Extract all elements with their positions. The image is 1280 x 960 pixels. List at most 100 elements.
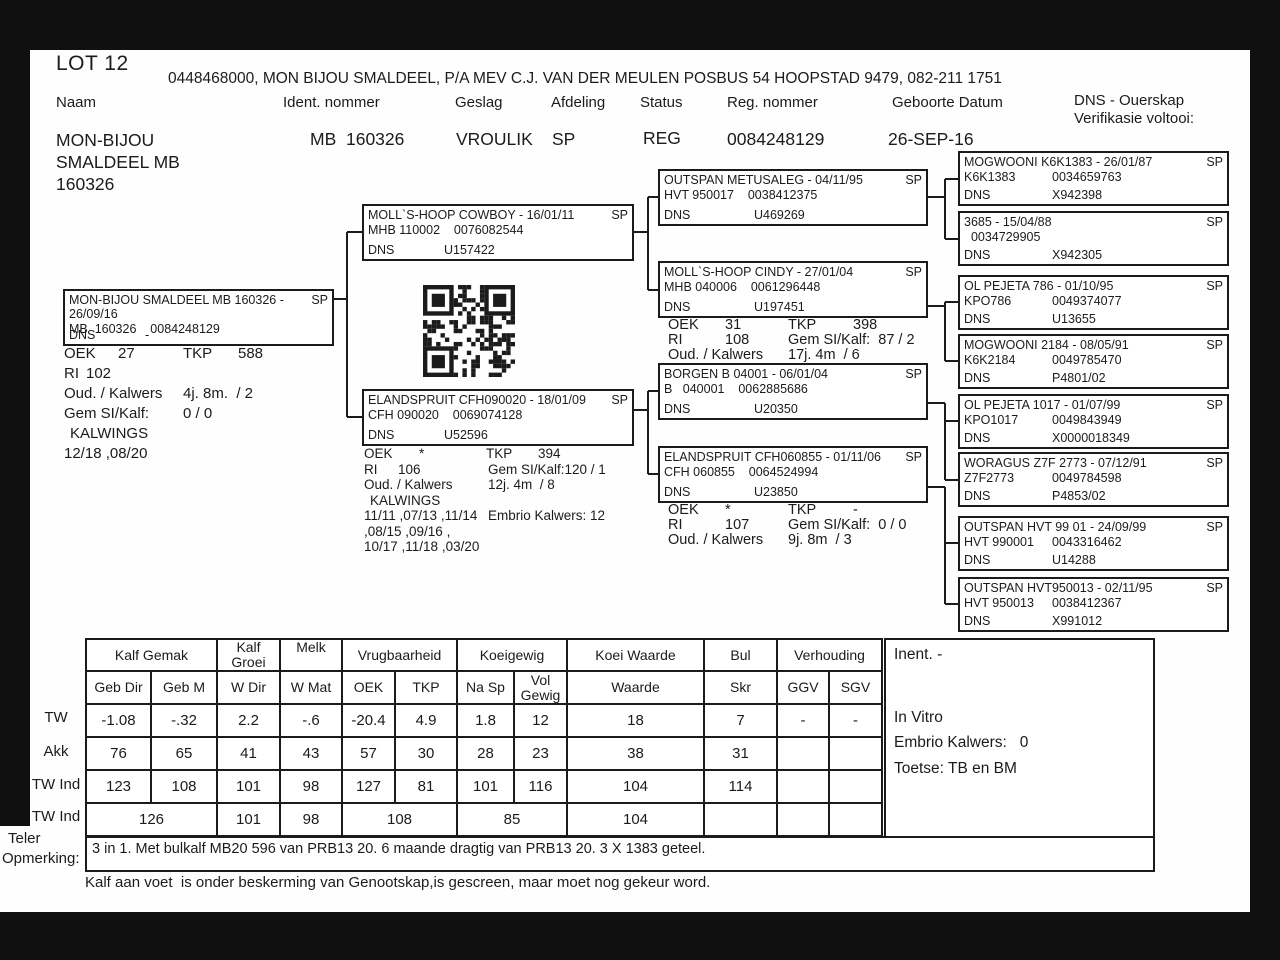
row-label-tw: TW (44, 709, 68, 726)
value-cell: 4.9 (394, 703, 458, 738)
value-cell: 126 (85, 802, 218, 837)
group-header: Kalf Gemak (85, 638, 218, 672)
stat-value: Gem SI/Kalf:120 / 1 (488, 461, 606, 477)
stat-label: RI (668, 517, 683, 533)
dns-label: DNS (664, 208, 691, 222)
col-header: SGV (828, 670, 883, 705)
box-sp-tag: SP (611, 393, 628, 407)
box-title: OL PEJETA 786 - 01/10/95 (964, 279, 1114, 293)
dns-label: DNS (664, 485, 691, 499)
dns-label: DNS (964, 371, 991, 385)
value-cell: 41 (216, 736, 281, 771)
stat-label: RI (668, 332, 683, 348)
value-cell: 31 (703, 736, 778, 771)
value-cell: 76 (85, 736, 152, 771)
box-id: KPO786 (964, 294, 1012, 308)
stat-value: 12j. 4m / 8 (488, 477, 555, 492)
value-cell: 65 (150, 736, 218, 771)
lot-number: LOT 12 (56, 52, 129, 75)
stat-value: 394 (538, 446, 561, 461)
col-header: OEK (341, 670, 396, 705)
dns-value: X942398 (1052, 188, 1103, 202)
row-label-tw-ind-2: TW Ind (31, 808, 81, 825)
box-sp-tag: SP (1206, 279, 1223, 293)
stat-value: 4j. 8m. / 2 (183, 385, 254, 402)
dns-value: U197451 (754, 300, 805, 314)
value-cell: -20.4 (341, 703, 396, 738)
stat-value: 10/17 ,11/18 ,03/20 (364, 539, 480, 554)
box-sp-tag: SP (1206, 581, 1223, 595)
header-label-status: Status (640, 94, 683, 111)
box-id: Z7F2773 (964, 471, 1015, 485)
value-cell (776, 802, 830, 837)
group-header: Vrugbaarheid (341, 638, 458, 672)
owner-contact-line: 0448468000, MON BIJOU SMALDEEL, P/A MEV … (168, 70, 1002, 87)
stat-value: 0 / 0 (183, 405, 213, 422)
value-cell: 123 (85, 769, 152, 804)
box-id-line: B 040001 0062885686 (664, 382, 808, 396)
value-cell: - (776, 703, 830, 738)
col-header: Geb M (150, 670, 218, 705)
value-cell: 43 (279, 736, 343, 771)
stat-label: TKP (486, 446, 513, 461)
animal-status: REG (643, 128, 681, 148)
dns-value: U469269 (754, 208, 805, 222)
value-cell: 7 (703, 703, 778, 738)
pedigree-box-maternal-grandsire: BORGEN B 04001 - 06/01/04 SP B 040001 006… (658, 363, 928, 420)
value-cell (776, 736, 830, 771)
dam-stats: OEK * TKP 394 RI 106 Gem SI/Kalf:120 / 1 Oud.… (364, 446, 606, 555)
value-cell (828, 736, 883, 771)
box-sp-tag: SP (1206, 338, 1223, 352)
pedigree-box-paternal-granddam: MOLL`S-HOOP CINDY - 27/01/04 SP MHB 04000… (658, 261, 928, 318)
stat-label: KALWINGS (70, 425, 149, 442)
box-reg-number: 0043316462 (1052, 535, 1122, 549)
stat-value: 17j. 4m / 6 (788, 347, 860, 363)
box-title: OUTSPAN HVT 99 01 - 24/09/99 (964, 520, 1147, 534)
inent-panel: Inent. - In Vitro Embrio Kalwers: 0 Toet… (884, 638, 1155, 838)
dns-label: DNS (964, 614, 991, 628)
dns-label: DNS (964, 553, 991, 567)
box-sp-tag: SP (905, 367, 922, 381)
box-sp-tag: SP (611, 208, 628, 222)
dns-label: DNS (664, 402, 691, 416)
stat-value: 107 (725, 517, 750, 533)
header-label-afdeling: Afdeling (551, 94, 606, 111)
value-cell: 101 (456, 769, 515, 804)
stat-label: Gem SI/Kalf: (64, 405, 150, 422)
stat-value: Gem SI/Kalf: 0 / 0 (788, 517, 907, 533)
stat-value: 106 (398, 461, 421, 477)
toetse-line: Toetse: TB en BM (894, 760, 1017, 777)
paternal-granddam-stats: OEK 31 TKP 398 RI 108 Gem SI/Kalf: 87 / 2 Oud… (668, 318, 915, 363)
pedigree-box-ggp-3: OL PEJETA 786 - 01/10/95 SP KPO786 0049374… (958, 275, 1229, 330)
pedigree-box-subject: MON-BIJOU SMALDEEL MB 160326 - 26/09/16 S… (63, 289, 334, 346)
pedigree-box-ggp-1: MOGWOONI K6K1383 - 26/01/87 SP K6K1383 003… (958, 151, 1229, 206)
col-header: Waarde (566, 670, 705, 705)
header-label-reg: Reg. nommer (727, 94, 818, 111)
dns-value: X942305 (1052, 248, 1103, 262)
value-cell: 98 (279, 802, 343, 837)
header-label-dns-line1: DNS - Ouerskap (1074, 92, 1185, 109)
value-cell: 108 (150, 769, 218, 804)
table-row-akk: 76 65 41 43 57 30 28 23 38 31 (85, 736, 883, 771)
box-id-line: HVT 950017 0038412375 (664, 188, 818, 202)
value-cell: 12 (513, 703, 568, 738)
box-id: 0034729905 (964, 230, 1041, 244)
box-sp-tag: SP (311, 293, 328, 307)
col-header: GGV (776, 670, 830, 705)
value-cell: 57 (341, 736, 396, 771)
dns-value: X0000018349 (1052, 431, 1130, 445)
subject-stats: OEK 27 TKP 588 RI 102 Oud. / Kalwers 4j. 8m. … (64, 344, 263, 464)
box-title: OUTSPAN METUSALEG - 04/11/95 (664, 173, 863, 187)
box-reg-number: 0049785470 (1052, 353, 1122, 367)
stat-value: 102 (86, 365, 112, 382)
stat-label: TKP (183, 345, 213, 362)
teler-label-line2: Opmerking: (2, 850, 80, 867)
stat-value: 27 (118, 345, 135, 362)
pedigree-box-ggp-6: WORAGUS Z7F 2773 - 07/12/91 SP Z7F2773 004… (958, 452, 1229, 507)
box-sp-tag: SP (1206, 398, 1223, 412)
dns-label: DNS (664, 300, 691, 314)
box-reg-number: 0049784598 (1052, 471, 1122, 485)
header-label-geboorte: Geboorte Datum (892, 94, 1003, 111)
value-cell: 2.2 (216, 703, 281, 738)
dns-value: U20350 (754, 402, 798, 416)
